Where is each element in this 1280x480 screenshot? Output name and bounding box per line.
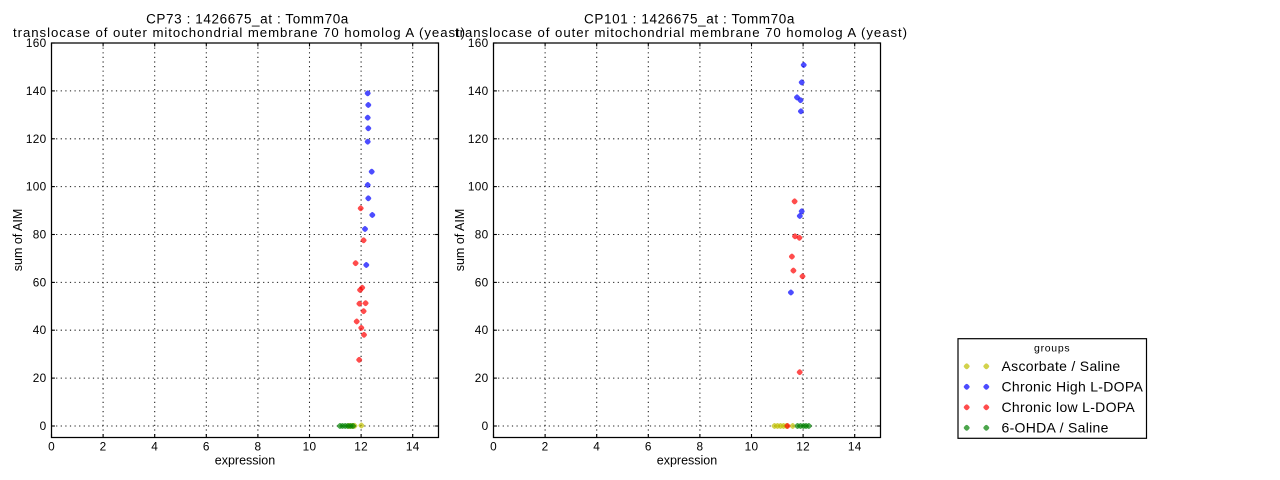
svg-text:140: 140 xyxy=(26,84,47,98)
svg-text:20: 20 xyxy=(475,371,489,385)
svg-text:0: 0 xyxy=(482,419,489,433)
svg-text:6-OHDA / Saline: 6-OHDA / Saline xyxy=(1002,420,1109,436)
svg-text:4: 4 xyxy=(151,440,158,454)
svg-text:0: 0 xyxy=(40,419,47,433)
svg-text:10: 10 xyxy=(303,440,317,454)
svg-text:Chronic low L-DOPA: Chronic low L-DOPA xyxy=(1002,399,1136,415)
svg-text:80: 80 xyxy=(33,228,47,242)
svg-text:60: 60 xyxy=(33,275,47,289)
svg-text:40: 40 xyxy=(475,323,489,337)
svg-text:160: 160 xyxy=(468,36,489,50)
svg-text:120: 120 xyxy=(26,132,47,146)
svg-text:120: 120 xyxy=(468,132,489,146)
svg-text:12: 12 xyxy=(796,440,810,454)
svg-text:CP101 : 1426675_at : Tomm70a: CP101 : 1426675_at : Tomm70a xyxy=(584,12,795,27)
svg-text:14: 14 xyxy=(406,440,420,454)
svg-text:40: 40 xyxy=(33,323,47,337)
svg-text:translocase of outer mitochond: translocase of outer mitochondrial membr… xyxy=(455,25,908,40)
svg-text:6: 6 xyxy=(645,440,652,454)
svg-text:6: 6 xyxy=(203,440,210,454)
svg-text:CP73 : 1426675_at : Tomm70a: CP73 : 1426675_at : Tomm70a xyxy=(146,12,349,27)
svg-text:12: 12 xyxy=(354,440,368,454)
svg-text:60: 60 xyxy=(475,275,489,289)
svg-text:80: 80 xyxy=(475,228,489,242)
svg-text:0: 0 xyxy=(490,440,497,454)
svg-text:expression: expression xyxy=(657,454,717,468)
svg-text:100: 100 xyxy=(26,180,47,194)
svg-text:2: 2 xyxy=(100,440,107,454)
svg-text:160: 160 xyxy=(26,36,47,50)
svg-text:2: 2 xyxy=(542,440,549,454)
svg-text:8: 8 xyxy=(254,440,261,454)
svg-text:sum of AIM: sum of AIM xyxy=(11,209,25,272)
svg-text:translocase of outer mitochond: translocase of outer mitochondrial membr… xyxy=(13,25,466,40)
svg-text:140: 140 xyxy=(468,84,489,98)
svg-text:20: 20 xyxy=(33,371,47,385)
svg-text:0: 0 xyxy=(48,440,55,454)
svg-text:expression: expression xyxy=(215,454,275,468)
svg-text:10: 10 xyxy=(745,440,759,454)
svg-text:Chronic High L-DOPA: Chronic High L-DOPA xyxy=(1002,379,1144,395)
svg-text:sum of AIM: sum of AIM xyxy=(453,209,467,272)
svg-text:14: 14 xyxy=(848,440,862,454)
svg-text:8: 8 xyxy=(696,440,703,454)
svg-text:4: 4 xyxy=(593,440,600,454)
svg-text:Ascorbate / Saline: Ascorbate / Saline xyxy=(1002,358,1121,374)
svg-text:100: 100 xyxy=(468,180,489,194)
svg-text:groups: groups xyxy=(1034,342,1070,354)
